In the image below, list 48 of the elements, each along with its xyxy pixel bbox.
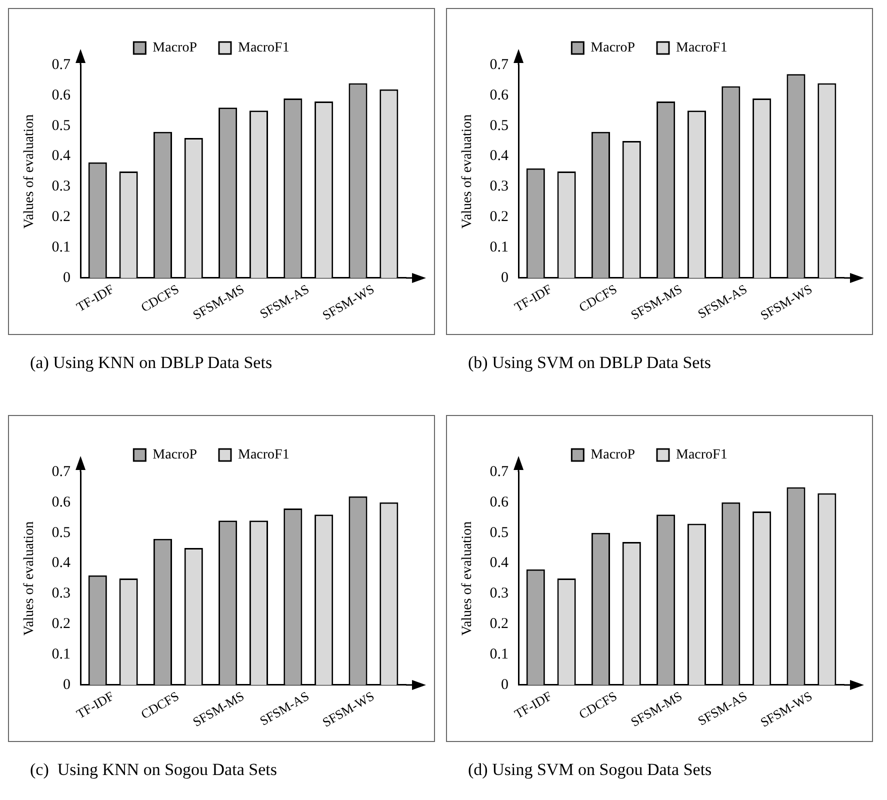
- y-tick-label: 0.1: [490, 646, 509, 662]
- y-tick-label: 0.5: [52, 524, 71, 541]
- legend-label: MacroF1: [676, 40, 728, 56]
- text: (c) Using KNN on Sogou Data Sets: [30, 760, 278, 780]
- legend-label: MacroF1: [238, 40, 290, 56]
- legend-label: MacroP: [152, 40, 198, 56]
- y-tick-label: 0: [63, 270, 71, 286]
- y-tick-label: 0.7: [490, 464, 510, 480]
- legend-label: MacroF1: [676, 448, 728, 463]
- y-tick-label: 0.6: [490, 494, 510, 510]
- y-tick-label: 0.4: [52, 555, 72, 572]
- y-tick-label: 0.2: [490, 209, 509, 226]
- y-tick-label: 0.5: [52, 118, 71, 134]
- y-tick-label: 0.6: [490, 87, 510, 104]
- y-axis-title: Values of evaluation: [460, 521, 476, 636]
- y-tick-label: 0: [501, 270, 509, 286]
- y-tick-label: 0.7: [52, 464, 72, 480]
- legend-label: MacroP: [590, 40, 636, 56]
- y-tick-label: 0.5: [490, 118, 509, 134]
- legend-label: MacroP: [590, 448, 636, 463]
- y-tick-label: 0.3: [52, 178, 71, 195]
- y-tick-label: 0.2: [52, 616, 71, 632]
- y-tick-label: 0.3: [490, 586, 509, 602]
- text: (b) Using SVM on DBLP Data Sets: [468, 353, 712, 373]
- y-tick-label: 0: [501, 676, 509, 693]
- y-tick-label: 0.5: [490, 524, 509, 541]
- y-tick-label: 0.7: [52, 56, 72, 73]
- y-axis-title: Values of evaluation: [460, 114, 476, 229]
- y-tick-label: 0.2: [490, 616, 509, 632]
- legend-label: MacroF1: [238, 448, 290, 463]
- y-tick-label: 0: [63, 676, 71, 693]
- y-tick-label: 0.4: [490, 555, 510, 572]
- y-tick-label: 0.7: [490, 56, 510, 73]
- y-tick-label: 0.1: [490, 239, 509, 256]
- y-axis-title: Values of evaluation: [22, 521, 38, 636]
- y-tick-label: 0.2: [52, 209, 71, 226]
- y-tick-label: 0.3: [52, 586, 71, 602]
- y-tick-label: 0.6: [52, 494, 72, 510]
- y-tick-label: 0.4: [52, 148, 72, 164]
- y-tick-label: 0.4: [490, 148, 510, 164]
- y-tick-label: 0.1: [52, 646, 71, 662]
- y-tick-label: 0.6: [52, 87, 72, 104]
- y-axis-title: Values of evaluation: [22, 114, 38, 229]
- y-tick-label: 0.3: [490, 178, 509, 195]
- y-tick-label: 0.1: [52, 239, 71, 256]
- text: (a) Using KNN on DBLP Data Sets: [30, 353, 274, 373]
- text: (d) Using SVM on Sogou Data Sets: [468, 760, 713, 780]
- legend-label: MacroP: [152, 448, 198, 463]
